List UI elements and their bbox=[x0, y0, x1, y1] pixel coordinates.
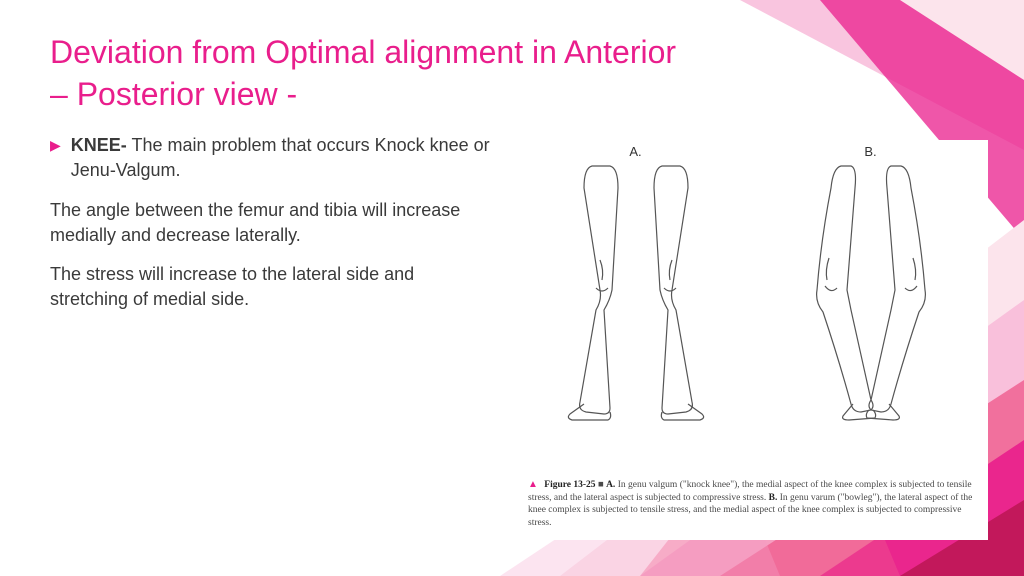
bullet-lead: KNEE- bbox=[71, 135, 127, 155]
caption-a-lead: A. bbox=[606, 480, 615, 490]
figure-label-a: A. bbox=[629, 144, 641, 159]
caption-triangle-icon: ▲ bbox=[528, 479, 538, 490]
caption-sep: ■ bbox=[596, 480, 607, 490]
caption-figure-label: Figure 13-25 bbox=[544, 480, 595, 490]
bullet-body: The main problem that occurs Knock knee … bbox=[71, 135, 490, 180]
paragraph-1: The angle between the femur and tibia wi… bbox=[50, 198, 490, 248]
bullet-text: KNEE- The main problem that occurs Knock… bbox=[71, 133, 490, 183]
bullet-item: ▶ KNEE- The main problem that occurs Kno… bbox=[50, 133, 490, 183]
figure-panel: A. B. bbox=[518, 140, 988, 540]
legs-illustration-a bbox=[546, 160, 726, 430]
figure-label-b: B. bbox=[864, 144, 876, 159]
paragraph-2: The stress will increase to the lateral … bbox=[50, 262, 490, 312]
legs-illustration-b bbox=[781, 160, 961, 430]
slide-title: Deviation from Optimal alignment in Ante… bbox=[50, 32, 690, 115]
figure-caption: ▲ Figure 13-25 ■ A. In genu valgum ("kno… bbox=[528, 478, 978, 530]
bullet-triangle-icon: ▶ bbox=[50, 137, 61, 154]
